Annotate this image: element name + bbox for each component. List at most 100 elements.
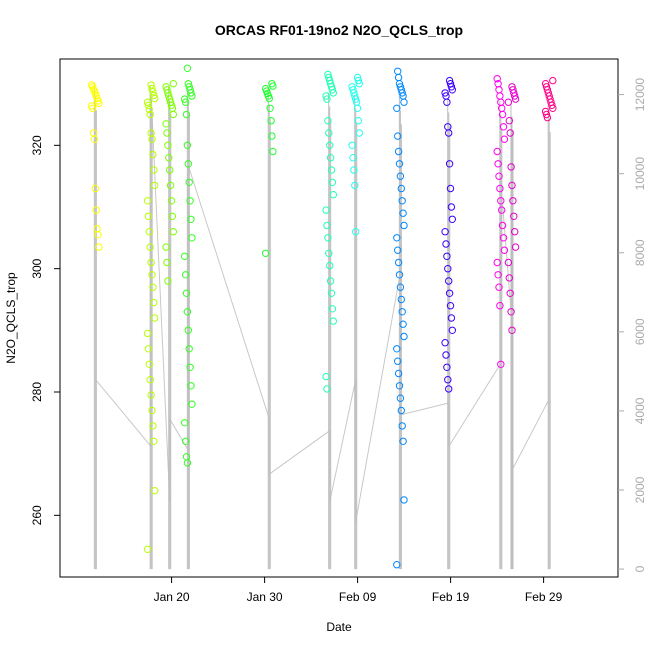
x-axis: Jan 20 Jan 30 Feb 09 Feb 19 Feb 29 — [154, 577, 563, 604]
altitude-trace-layer — [93, 82, 551, 570]
data-point — [329, 317, 337, 325]
data-point — [151, 94, 159, 103]
data-point — [163, 129, 171, 137]
y-axis-label: N2O_QCLS_trop — [4, 272, 18, 364]
data-point — [183, 141, 192, 150]
data-point — [90, 135, 99, 143]
data-point — [148, 406, 156, 415]
data-point — [151, 487, 159, 495]
data-point — [186, 363, 194, 371]
data-point — [399, 320, 407, 328]
data-point — [354, 76, 363, 85]
data-point — [147, 81, 155, 89]
data-point — [352, 228, 360, 236]
data-point — [183, 308, 192, 316]
data-point — [396, 283, 405, 291]
data-point — [443, 252, 451, 260]
data-point — [165, 154, 173, 162]
data-point — [148, 135, 156, 143]
data-point — [494, 160, 502, 168]
data-point — [181, 95, 189, 103]
data-point — [323, 221, 331, 230]
data-point — [354, 117, 363, 125]
data-point — [145, 360, 154, 368]
data-point — [507, 308, 515, 316]
data-point — [143, 329, 152, 338]
data-point — [143, 98, 152, 106]
data-point — [441, 339, 449, 347]
data-point — [185, 178, 193, 187]
data-point — [145, 228, 154, 236]
data-point — [150, 298, 158, 307]
data-point — [322, 206, 330, 214]
data-point — [323, 385, 331, 393]
data-point — [182, 110, 191, 119]
data-point — [268, 132, 276, 140]
data-point — [351, 181, 359, 190]
data-point — [393, 104, 401, 113]
data-point — [169, 80, 178, 88]
data-point — [167, 197, 176, 205]
data-point — [147, 391, 155, 399]
data-point — [164, 141, 172, 150]
data-point — [548, 101, 556, 110]
data-point — [164, 277, 172, 285]
data-point — [328, 305, 337, 313]
data-point — [143, 545, 152, 553]
data-point — [181, 271, 190, 279]
data-point — [393, 561, 401, 569]
data-point — [185, 345, 193, 353]
data-point — [506, 289, 514, 297]
y-tick-label: 300 — [30, 258, 44, 278]
data-point — [328, 178, 337, 187]
data-point — [167, 101, 176, 110]
data-point — [322, 372, 330, 381]
data-point — [393, 234, 401, 242]
data-point — [261, 249, 270, 258]
data-point — [88, 104, 97, 113]
data-point — [445, 277, 453, 285]
data-point — [398, 308, 406, 316]
data-point — [400, 98, 408, 106]
data-point — [498, 206, 506, 214]
data-point — [355, 129, 363, 137]
data-point — [183, 64, 192, 73]
data-point — [394, 246, 402, 254]
data-point — [444, 265, 452, 273]
data-point — [395, 271, 404, 279]
data-point — [394, 357, 402, 365]
data-point — [508, 181, 516, 190]
data-point — [151, 314, 159, 322]
data-point — [397, 184, 405, 193]
x-tick-label: Jan 20 — [154, 590, 190, 604]
data-point — [149, 150, 157, 159]
data-point — [495, 172, 503, 180]
altitude-connector — [355, 272, 401, 522]
data-point — [397, 406, 405, 415]
data-point — [398, 422, 406, 430]
right-tick-label: 6000 — [633, 318, 647, 345]
plot-frame — [59, 58, 619, 578]
data-point — [496, 92, 504, 100]
data-point — [510, 212, 518, 221]
data-point — [399, 209, 407, 217]
data-point — [181, 252, 189, 260]
y-tick-label: 320 — [30, 135, 44, 155]
data-point — [91, 184, 100, 193]
data-point — [398, 197, 406, 205]
data-point — [181, 98, 190, 106]
data-point — [494, 271, 502, 279]
data-point — [144, 345, 153, 353]
data-point — [162, 243, 170, 251]
data-point — [188, 234, 196, 242]
data-point — [184, 160, 193, 168]
data-point — [394, 132, 402, 140]
data-point — [505, 117, 513, 125]
data-point — [395, 382, 404, 390]
data-point — [511, 95, 520, 103]
data-point — [508, 326, 516, 334]
data-point — [148, 84, 156, 93]
data-point — [496, 184, 504, 193]
data-point — [348, 141, 356, 150]
data-point — [509, 197, 517, 205]
